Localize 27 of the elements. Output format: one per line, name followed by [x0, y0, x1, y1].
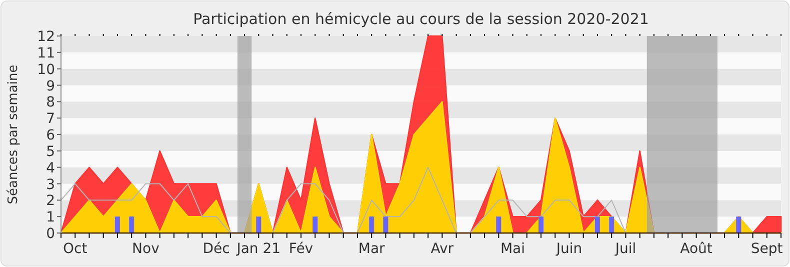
- y-tick-label: 3: [46, 176, 55, 193]
- y-tick-label: 1: [46, 210, 55, 226]
- x-tick-label: Oct: [63, 241, 88, 257]
- y-tick-label: 12: [37, 29, 55, 45]
- x-tick-label: Déc: [202, 241, 230, 257]
- x-tick-label: Mai: [500, 241, 526, 257]
- y-tick-label: 8: [46, 94, 55, 111]
- y-tick-label: 2: [46, 193, 55, 210]
- x-tick-label: Juin: [555, 241, 582, 257]
- y-tick-label: 9: [46, 78, 55, 94]
- y-tick-label: 0: [46, 226, 55, 242]
- x-tick-label: Jan 21: [236, 241, 281, 257]
- x-tick-label: Nov: [132, 241, 160, 257]
- x-tick-label: Sept: [750, 241, 784, 257]
- x-tick-label: Mar: [358, 241, 386, 257]
- y-tick-label: 6: [46, 128, 56, 144]
- y-tick-label: 10: [37, 62, 55, 78]
- x-tick-label: Avr: [430, 241, 454, 257]
- y-tick-label: 5: [46, 144, 55, 160]
- y-axis-title: Séances par semaine: [6, 64, 21, 204]
- y-tick-label: 7: [46, 111, 55, 128]
- y-tick-label: 4: [46, 160, 56, 176]
- y-tick-label: 11: [37, 45, 55, 62]
- chart-title: Participation en hémicycle au cours de la session 2020-2021: [193, 10, 649, 28]
- x-tick-label: Août: [680, 241, 713, 257]
- x-tick-label: Fév: [288, 241, 314, 257]
- x-tick-label: Juil: [614, 241, 636, 257]
